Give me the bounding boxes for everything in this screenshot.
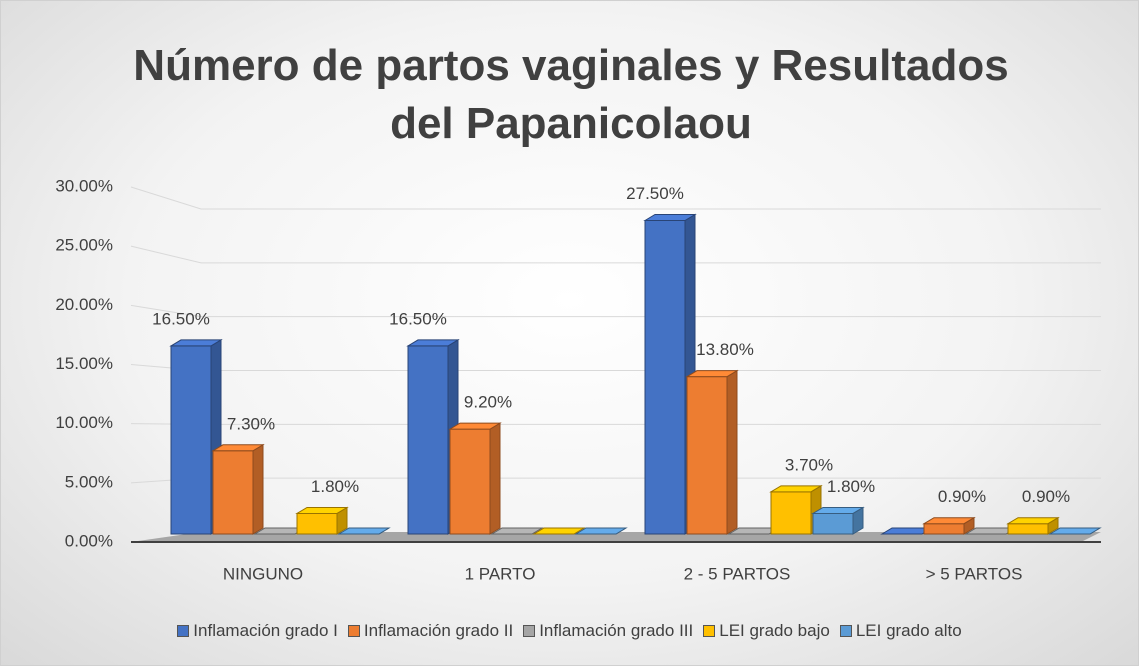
bar [296, 512, 338, 535]
y-tick-label: 30.00% [55, 176, 113, 195]
bar-top [295, 506, 349, 514]
data-label: 0.90% [1022, 487, 1070, 506]
legend-label: LEI grado alto [855, 621, 962, 640]
chart-title: Número de partos vaginales y Resultados … [133, 41, 1009, 148]
bar-top [1048, 527, 1102, 535]
y-tick-label: 0.00% [65, 531, 113, 550]
legend: Inflamación grado I Inflamación grado II I… [1, 621, 1138, 641]
legend-swatch [347, 625, 360, 637]
bar [407, 345, 449, 535]
data-label: 1.80% [827, 477, 875, 496]
legend-label: Inflamación grado II [363, 621, 514, 640]
legend-item: Inflamación grado II [347, 621, 514, 641]
bar [923, 523, 965, 535]
grid-line [130, 186, 1101, 210]
legend-label: LEI grado bajo [719, 621, 830, 640]
bar-side [489, 422, 501, 535]
legend-item: LEI grado bajo [703, 621, 830, 641]
y-tick-label: 5.00% [65, 472, 113, 491]
bar-top [211, 444, 265, 452]
legend-swatch [703, 625, 716, 637]
data-label: 0.90% [938, 487, 986, 506]
data-label: 13.80% [696, 340, 754, 359]
bar [812, 512, 854, 535]
legend-item: LEI grado alto [839, 621, 962, 641]
grid-line [130, 423, 1101, 425]
legend-label: Inflamación grado I [193, 621, 338, 640]
bar-side [252, 443, 264, 535]
bar-top [169, 339, 223, 347]
x-tick-label: NINGUNO [223, 564, 303, 583]
data-label: 27.50% [626, 184, 684, 203]
bar-top [1006, 517, 1060, 525]
bar-side [726, 369, 738, 535]
bar-top [337, 527, 391, 535]
legend-swatch [523, 625, 536, 637]
data-label: 9.20% [464, 393, 512, 412]
grid-line [130, 304, 1101, 318]
y-tick-label: 25.00% [55, 236, 113, 255]
bar-top [574, 527, 628, 535]
bar [449, 428, 491, 535]
bar [770, 491, 812, 535]
bar [686, 376, 728, 535]
grid-line [130, 477, 1101, 484]
data-label: 7.30% [227, 414, 275, 433]
bar [170, 345, 212, 535]
x-tick-label: > 5 PARTOS [926, 564, 1023, 583]
bar-top [406, 339, 460, 347]
x-tick-label: 1 PARTO [465, 564, 536, 583]
bar [1007, 523, 1049, 535]
legend-item: Inflamación grado I [177, 621, 338, 641]
bar-top [643, 214, 697, 221]
x-tick-label: 2 - 5 PARTOS [684, 564, 791, 583]
y-tick-label: 15.00% [55, 354, 113, 373]
bar-top [490, 527, 544, 535]
legend-item: Inflamación grado III [523, 621, 693, 641]
data-label: 16.50% [152, 309, 210, 328]
bar-top [685, 370, 739, 378]
bar [212, 450, 254, 535]
data-label: 3.70% [785, 455, 833, 474]
grid-line [130, 245, 1101, 264]
legend-label: Inflamación grado III [539, 621, 694, 640]
legend-swatch [177, 625, 190, 637]
bar-top [448, 422, 502, 430]
bar-top [532, 527, 586, 535]
bar-top [811, 506, 865, 514]
grid-line [130, 364, 1101, 371]
data-label: 16.50% [389, 309, 447, 328]
bar [644, 220, 686, 535]
data-label: 1.80% [311, 477, 359, 496]
bar-top [769, 485, 823, 493]
bar-top [922, 517, 976, 525]
legend-swatch [839, 625, 852, 637]
y-tick-label: 10.00% [55, 413, 113, 432]
y-tick-label: 20.00% [55, 295, 113, 314]
